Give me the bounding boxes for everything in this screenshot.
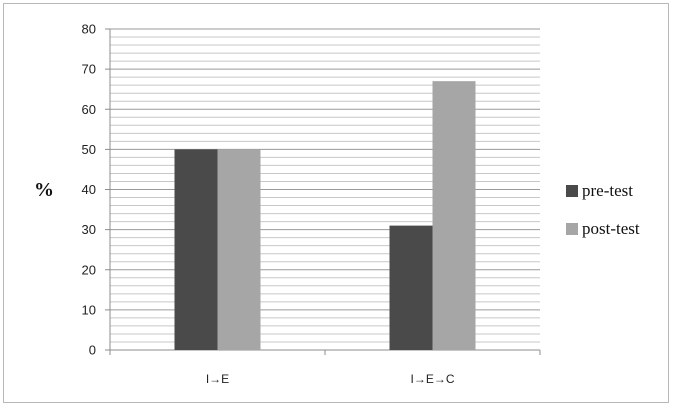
bar-post-test-2	[432, 81, 476, 350]
y-tick-label: 0	[89, 343, 96, 358]
y-tick-label: 70	[82, 62, 96, 77]
x-category-label: I→E	[206, 372, 229, 386]
y-tick-label: 10	[82, 302, 96, 317]
y-tick-label: 20	[82, 262, 96, 277]
legend-label-post-test: post-test	[582, 219, 640, 238]
y-tick-label: 30	[82, 222, 96, 237]
legend-swatch-post-test	[566, 223, 578, 235]
x-category-labels: I→E I→E→C	[206, 372, 455, 386]
x-category-label: I→E→C	[410, 372, 454, 386]
legend-swatch-pre-test	[566, 185, 578, 197]
bar-post-test-1	[217, 149, 261, 350]
legend: pre-test post-test	[566, 181, 640, 238]
y-tick-label: 40	[82, 182, 96, 197]
y-tick-label: 80	[82, 22, 96, 37]
chart-frame	[3, 3, 669, 403]
bar-pre-test-1	[174, 149, 218, 350]
y-tick-label: 60	[82, 102, 96, 117]
bar-pre-test-2	[389, 225, 433, 350]
y-tick-labels: 0 10 20 30 40 50 60 70 80	[82, 22, 110, 358]
legend-label-pre-test: pre-test	[582, 181, 633, 200]
bars	[109, 81, 541, 355]
y-axis-label: %	[34, 179, 54, 201]
y-tick-label: 50	[82, 142, 96, 157]
